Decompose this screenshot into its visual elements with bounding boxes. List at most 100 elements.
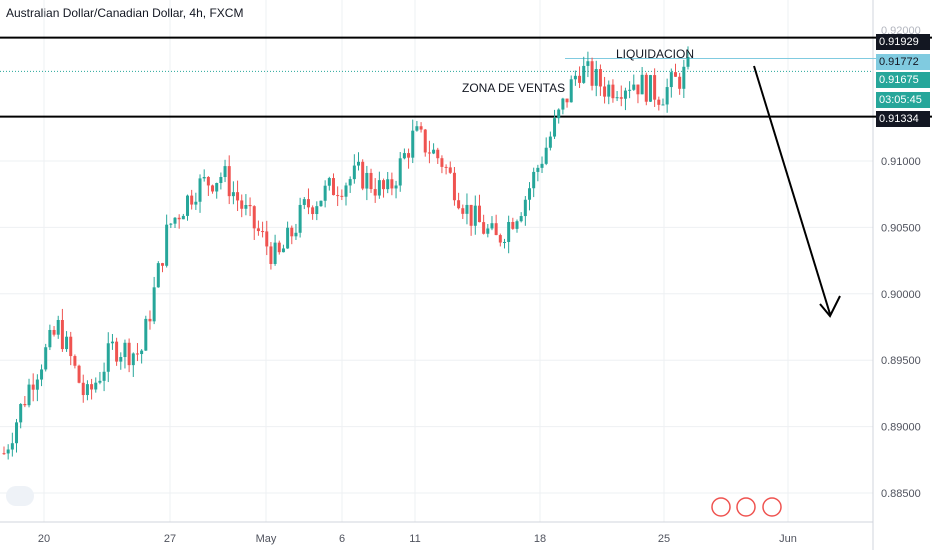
candle-body[interactable] (277, 242, 281, 253)
candle-body[interactable] (52, 329, 56, 335)
candle-body[interactable] (281, 248, 285, 253)
candle-body[interactable] (169, 223, 173, 225)
candle-body[interactable] (231, 192, 235, 197)
candle-body[interactable] (60, 320, 64, 350)
candle-body[interactable] (573, 75, 577, 80)
candle-body[interactable] (553, 118, 557, 137)
candle-body[interactable] (152, 287, 156, 322)
candle-body[interactable] (202, 177, 206, 179)
candle-body[interactable] (206, 177, 210, 186)
candle-body[interactable] (427, 152, 431, 154)
candle-body[interactable] (632, 84, 636, 90)
candle-body[interactable] (15, 422, 19, 444)
candle-body[interactable] (156, 263, 160, 288)
candle-body[interactable] (265, 231, 269, 247)
candle-body[interactable] (298, 204, 302, 233)
candle-body[interactable] (477, 205, 481, 223)
candle-body[interactable] (144, 318, 148, 351)
candle-body[interactable] (452, 172, 456, 201)
candle-body[interactable] (419, 126, 423, 130)
candle-body[interactable] (628, 89, 632, 91)
candle-body[interactable] (678, 76, 682, 89)
candle-body[interactable] (603, 86, 607, 97)
candle-body[interactable] (507, 221, 511, 242)
candle-body[interactable] (73, 356, 77, 366)
candle-body[interactable] (657, 99, 661, 105)
candle-body[interactable] (619, 97, 623, 99)
candle-body[interactable] (6, 449, 10, 454)
candle-body[interactable] (236, 192, 240, 201)
candle-body[interactable] (331, 178, 335, 196)
candle-body[interactable] (423, 129, 427, 153)
candle-body[interactable] (94, 382, 98, 390)
candle-body[interactable] (653, 75, 657, 100)
candle-body[interactable] (269, 246, 273, 264)
candle-body[interactable] (227, 166, 231, 197)
candle-body[interactable] (85, 384, 89, 396)
candle-body[interactable] (398, 158, 402, 186)
candle-body[interactable] (582, 65, 586, 83)
candle-body[interactable] (432, 149, 436, 154)
candle-body[interactable] (361, 161, 365, 189)
candle-body[interactable] (402, 153, 406, 159)
candle-body[interactable] (115, 341, 119, 362)
candle-body[interactable] (648, 75, 652, 102)
candle-body[interactable] (523, 199, 527, 217)
candle-body[interactable] (302, 199, 306, 205)
candle-body[interactable] (482, 222, 486, 234)
candle-body[interactable] (160, 263, 164, 266)
candle-body[interactable] (594, 69, 598, 86)
candle-body[interactable] (40, 369, 44, 380)
candle-body[interactable] (686, 57, 690, 67)
candle-body[interactable] (110, 341, 114, 344)
candle-body[interactable] (665, 87, 669, 105)
candle-body[interactable] (607, 84, 611, 97)
candle-body[interactable] (98, 380, 102, 383)
candle-body[interactable] (252, 206, 256, 229)
candle-body[interactable] (382, 180, 386, 190)
candle-body[interactable] (19, 404, 23, 423)
candle-body[interactable] (190, 195, 194, 205)
candle-body[interactable] (411, 130, 415, 158)
candle-body[interactable] (273, 242, 277, 264)
candle-body[interactable] (448, 167, 452, 173)
candle-body[interactable] (135, 353, 139, 355)
candle-body[interactable] (390, 179, 394, 189)
candle-body[interactable] (473, 205, 477, 226)
candle-body[interactable] (673, 72, 677, 77)
candle-body[interactable] (457, 200, 461, 209)
candle-body[interactable] (315, 206, 319, 215)
candle-body[interactable] (369, 172, 373, 190)
candle-body[interactable] (373, 189, 377, 196)
candle-body[interactable] (81, 382, 85, 396)
candle-body[interactable] (469, 204, 473, 226)
candle-body[interactable] (319, 200, 323, 207)
candle-body[interactable] (407, 153, 411, 158)
candle-body[interactable] (123, 342, 127, 358)
candle-body[interactable] (148, 318, 152, 322)
candle-body[interactable] (548, 136, 552, 148)
candle-body[interactable] (31, 384, 35, 390)
candle-body[interactable] (532, 171, 536, 189)
candle-body[interactable] (557, 109, 561, 119)
event-flag-icon[interactable] (736, 497, 756, 517)
candle-body[interactable] (511, 221, 515, 229)
candle-body[interactable] (2, 453, 6, 455)
candle-body[interactable] (65, 336, 69, 350)
candle-body[interactable] (586, 61, 590, 66)
tradingview-logo-icon[interactable] (6, 486, 34, 506)
candle-body[interactable] (336, 195, 340, 197)
candle-body[interactable] (181, 215, 185, 220)
candle-body[interactable] (27, 384, 31, 406)
candle-body[interactable] (286, 227, 290, 249)
candle-body[interactable] (440, 158, 444, 167)
candle-body[interactable] (661, 104, 665, 106)
candle-body[interactable] (394, 185, 398, 189)
candle-body[interactable] (598, 69, 602, 87)
candle-body[interactable] (436, 149, 440, 159)
candle-body[interactable] (502, 241, 506, 243)
candle-body[interactable] (669, 72, 673, 88)
forecast-arrow-shaft[interactable] (753, 65, 831, 315)
candle-body[interactable] (173, 217, 177, 224)
